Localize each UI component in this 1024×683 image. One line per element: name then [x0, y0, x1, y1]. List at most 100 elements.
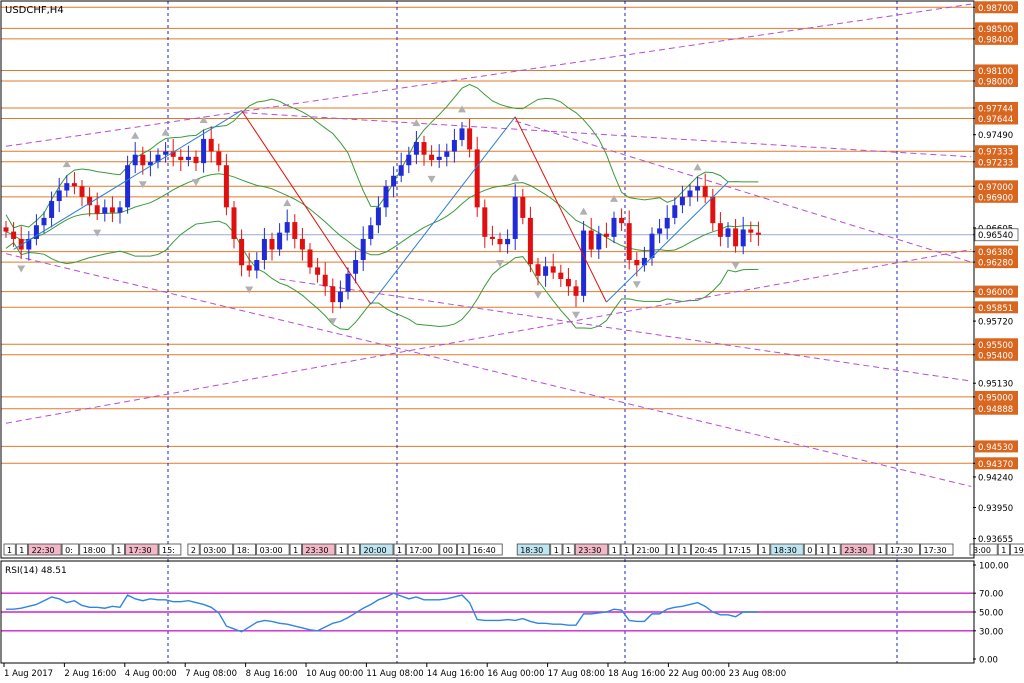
session-marker-label: 1: [116, 546, 121, 555]
candle-body: [269, 238, 275, 250]
session-marker: [516, 543, 551, 556]
bollinger-lower: [5, 220, 759, 331]
session-marker: [79, 543, 113, 556]
candle-body: [679, 196, 685, 206]
bollinger-bands: [5, 83, 759, 331]
candle-body: [155, 154, 161, 163]
rsi-label: RSI(14) 48.51: [5, 566, 67, 576]
price-tick-label: 0.97490: [978, 131, 1013, 141]
candle-body: [603, 233, 609, 237]
session-marker-label: 18:: [237, 546, 250, 555]
trend-line: [241, 112, 972, 158]
level-price-tag: [975, 245, 1018, 258]
session-marker: [633, 543, 667, 556]
candle-body: [254, 260, 260, 271]
candle-body: [482, 207, 488, 237]
candle-body: [307, 249, 313, 268]
session-marker-label: 23:30: [844, 546, 867, 555]
candle-body: [520, 196, 526, 218]
session-marker: [840, 543, 875, 556]
session-marker-label: 20:45: [695, 546, 718, 555]
session-marker-label: 1: [612, 546, 617, 555]
level-price-tag: [975, 301, 1018, 314]
candle-body: [588, 230, 594, 250]
time-axis[interactable]: 1 Aug 2017 2 Aug 16:00 4 Aug 00:00 7 Aug 08…: [3, 663, 786, 679]
price-tick-label: 0.95130: [978, 380, 1013, 390]
fractal-down-arrow: [192, 179, 200, 187]
session-marker-label: 1: [670, 546, 675, 555]
fractal-down-arrow: [17, 265, 26, 273]
session-marker-label: 1: [19, 546, 24, 555]
session-marker-label: 1: [554, 546, 559, 555]
candle-body: [231, 207, 237, 239]
level-price-tag: [975, 338, 1018, 351]
fractal-up-arrow: [458, 105, 466, 113]
price-tick-label: 0.96540: [978, 231, 1013, 241]
candle-body: [543, 266, 549, 276]
session-marker: [456, 543, 470, 556]
candle-body: [71, 183, 77, 187]
session-marker: [335, 543, 348, 556]
candle-body: [178, 156, 184, 160]
candle-body: [3, 227, 9, 232]
level-price-tag: [975, 101, 1018, 114]
fractal-up-arrow: [579, 207, 588, 215]
candle-body: [649, 233, 655, 258]
session-marker-label: 1: [682, 546, 687, 555]
zigzag-up: [13, 110, 242, 250]
fractal-arrows: [17, 105, 740, 326]
candle-body: [725, 228, 731, 237]
time-tick-label: 22 Aug 00:00: [668, 669, 725, 679]
candle-body: [33, 225, 39, 239]
candle-body: [702, 186, 708, 197]
session-marker-label: 03:00: [203, 546, 226, 555]
candle-body: [755, 232, 761, 235]
price-tick-label: 0.98500: [978, 25, 1013, 35]
candle-body: [459, 128, 465, 140]
session-marker: [347, 543, 360, 556]
level-price-tag: [975, 155, 1018, 168]
session-marker: [199, 543, 234, 556]
session-marker-label: 1: [762, 546, 767, 555]
candle-body: [398, 165, 404, 176]
candle-body: [413, 142, 419, 155]
time-tick-label: 10 Aug 00:00: [306, 669, 363, 679]
candle-body: [489, 236, 495, 239]
candle-body: [429, 154, 435, 160]
session-marker: [574, 543, 609, 556]
rsi-tick-label: 100.00: [979, 562, 1009, 572]
candle-body: [337, 291, 343, 303]
level-price-tag: [975, 402, 1018, 415]
price-tick-label: 0.93950: [978, 504, 1013, 514]
session-marker: [469, 543, 503, 556]
candle-body: [64, 183, 70, 191]
candle-body: [421, 142, 427, 155]
level-price-tag: [975, 190, 1018, 203]
candle-body: [261, 238, 267, 261]
session-marker: [158, 543, 182, 556]
candle-body: [717, 223, 723, 237]
level-price-tag: [975, 285, 1018, 298]
period-separators: [167, 1, 898, 663]
session-marker-label: 17:15: [728, 546, 751, 555]
fractal-down-arrow: [245, 286, 254, 294]
fractal-up-arrow: [161, 128, 170, 136]
candle-body: [201, 138, 207, 164]
candle-body: [87, 196, 93, 206]
price-tick-label: 0.95851: [978, 304, 1013, 314]
candle-body: [512, 196, 518, 239]
session-marker: [112, 543, 125, 556]
session-marker: [3, 543, 16, 556]
candle-body: [109, 207, 115, 213]
session-marker-label: 17:30: [924, 546, 947, 555]
zigzag-up: [606, 181, 729, 303]
price-tick-label: 0.95400: [978, 351, 1013, 361]
candle-body: [163, 151, 169, 155]
time-tick-label: 17 Aug 08:00: [548, 669, 605, 679]
price-tick-label: 0.98100: [978, 67, 1013, 77]
candle-body: [619, 217, 625, 224]
time-tick-label: 23 Aug 08:00: [729, 669, 786, 679]
rsi-frame: [0, 560, 975, 664]
